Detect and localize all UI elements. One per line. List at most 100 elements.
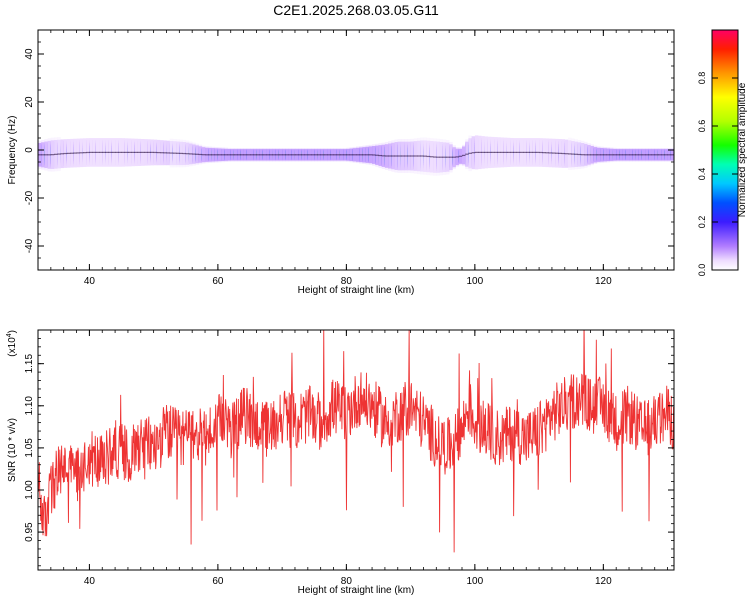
colorbar-tick-label: 0.8 (697, 72, 707, 85)
spectrogram-ridge (144, 151, 148, 153)
spectrogram-ridge (523, 151, 527, 153)
spectrogram-ridge (558, 152, 562, 154)
spectrogram-ridge (211, 154, 215, 156)
spectrogram-ridge (413, 155, 418, 157)
spectrogram-ridge (548, 152, 553, 154)
spectrogram-ridge (500, 151, 505, 153)
spectrogram-ridge (462, 154, 466, 156)
spectrogram-ridge (397, 155, 402, 157)
colorbar-tick-label: 0.2 (697, 216, 707, 229)
spectrogram-ridge (600, 154, 604, 156)
spectrogram-ridge (188, 153, 193, 155)
spectrogram-ridge (571, 153, 575, 155)
spectrogram-ridge (641, 154, 646, 156)
spectrogram-ridge (288, 154, 293, 156)
spectrogram-ridge (127, 151, 132, 153)
spectrogram-ridge (54, 153, 58, 155)
spectrogram-ridge (243, 154, 248, 156)
spectrogram-ridge (224, 154, 228, 156)
spectrogram-panel: 40 60 80 100 120 -40 -20 0 20 40 Height of straig… (7, 29, 675, 296)
spectrogram-ridge (609, 154, 614, 156)
spectrogram-ridge (664, 154, 668, 156)
spectrogram-ridge (590, 154, 594, 156)
spectrogram-ridge (378, 154, 382, 157)
spectrogram-ridge (320, 154, 325, 156)
spectrogram-ridge (433, 156, 437, 158)
spectrogram-ridge (603, 154, 607, 156)
spectrogram-ridge (629, 154, 633, 156)
spectrogram-ridge (214, 154, 219, 156)
spectrogram-ridge (545, 152, 550, 154)
spectrogram-ridge (163, 152, 167, 154)
spectrogram-ridge (519, 151, 524, 153)
spectrogram-ridge (38, 154, 42, 156)
spectrogram-ridge (115, 151, 119, 153)
spectrogram-ridge (269, 154, 273, 156)
spectrogram-ridge (455, 156, 460, 158)
spectrogram-ridge (606, 154, 611, 156)
spectrogram-ridge (124, 151, 129, 153)
spectrogram-ridge (596, 154, 601, 156)
spectrogram-ridge (616, 154, 620, 156)
spectrogram-y-tick-label: 40 (24, 48, 35, 60)
spectrogram-ridge (44, 154, 48, 156)
spectrogram-ridge (449, 156, 453, 158)
spectrogram-ridge (407, 155, 411, 157)
spectrogram-ridge (471, 152, 476, 154)
spectrogram-ridge (577, 153, 582, 156)
spectrogram-ridge (278, 154, 283, 156)
spectrogram-ridge (41, 154, 45, 156)
spectrogram-ridge (259, 154, 264, 156)
spectrogram-ridge (400, 155, 405, 157)
spectrogram-ridge (333, 154, 338, 156)
colorbar: 0.0 0.2 0.4 0.6 0.8 Normalized spectral ampl… (697, 29, 748, 276)
spectrogram-ridge (368, 154, 373, 156)
spectrogram-ridge (497, 151, 501, 153)
spectrogram-ridge (420, 155, 424, 157)
spectrogram-ridge (336, 154, 341, 156)
spectrogram-ridge (388, 155, 392, 157)
spectrogram-ridge (587, 154, 591, 156)
spectrogram-x-tick-label: 80 (341, 276, 353, 287)
spectrogram-ridge (250, 154, 254, 156)
spectrogram-ridge (635, 154, 639, 156)
snr-panel: 40 60 80 100 120 0.95 1.00 1.05 1.10 1.15 Height … (6, 329, 675, 596)
spectrogram-ridge (648, 154, 652, 156)
spectrogram-ridge (179, 152, 183, 155)
spectrogram-ridge (192, 153, 196, 155)
spectrogram-ridge (95, 151, 100, 153)
spectrogram-ridge (156, 151, 161, 154)
spectrogram-ridge (384, 155, 389, 157)
spectrogram-ridge (632, 154, 636, 156)
spectrogram-ridge (654, 154, 659, 156)
spectrogram-ridge (195, 153, 199, 155)
spectrogram-ridge (506, 151, 511, 153)
spectrogram-ridge (311, 154, 315, 156)
spectrogram-ridge (429, 156, 434, 158)
spectrogram-ridge (201, 154, 206, 156)
snr-y-tick-label: 1.10 (24, 396, 35, 416)
spectrogram-ridge (233, 154, 238, 156)
spectrogram-ridge (282, 154, 286, 156)
colorbar-label: Normalized spectral amplitude (737, 82, 748, 217)
spectrogram-ridge (275, 154, 280, 156)
spectrogram-y-tick-label: -40 (24, 238, 35, 253)
spectrogram-ridge (619, 154, 623, 156)
spectrogram-ridge (372, 154, 376, 156)
spectrogram-ridge (99, 151, 103, 153)
spectrogram-ridge (237, 154, 241, 156)
spectrogram-ridge (513, 151, 517, 153)
spectrogram-ridge (185, 153, 190, 155)
spectrogram-x-tick-label: 120 (595, 276, 612, 287)
spectrogram-ridge (625, 154, 630, 156)
spectrogram-ridge (359, 154, 363, 156)
spectrogram-ridge (240, 154, 244, 156)
snr-x-tick-label: 120 (595, 576, 612, 587)
spectrogram-ridge (481, 151, 485, 153)
spectrogram-ridge (346, 154, 350, 156)
snr-multiplier-base: (x10 (7, 337, 18, 357)
spectrogram-ridge (50, 154, 55, 156)
spectrogram-ridge (667, 154, 672, 156)
spectrogram-ridge (208, 154, 212, 156)
